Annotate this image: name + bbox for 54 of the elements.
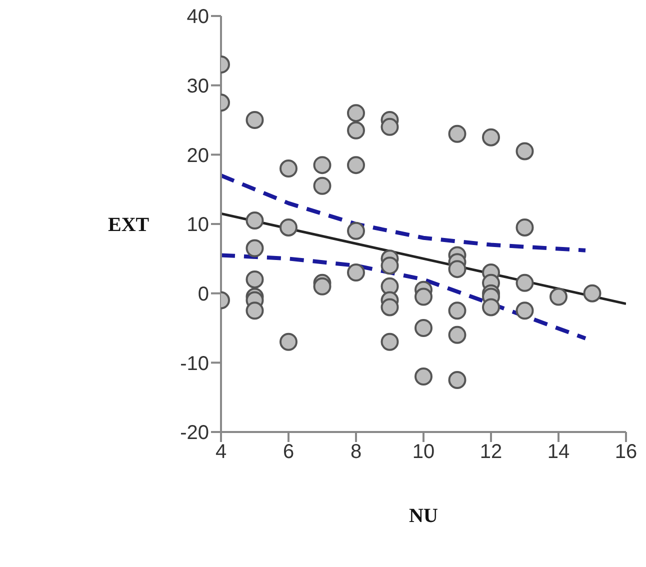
point (313, 156, 332, 174)
line-series (221, 253, 588, 340)
point (380, 256, 399, 275)
y-tick-label: 10 (186, 214, 209, 236)
x-tick-label: 4 (215, 441, 227, 464)
point (448, 302, 466, 320)
x-tick-label: 10 (412, 441, 435, 464)
point (280, 160, 298, 178)
point (347, 222, 365, 240)
point (313, 176, 332, 195)
point (347, 156, 365, 174)
point (516, 274, 534, 292)
point (550, 288, 568, 306)
point (380, 298, 399, 316)
y-tick-label: 30 (186, 75, 209, 98)
point (246, 302, 264, 320)
y-tick-label: 40 (186, 6, 209, 28)
point (246, 239, 264, 258)
x-axis-title: NU (409, 505, 438, 527)
x-tick-label: 12 (480, 441, 502, 464)
point (313, 277, 332, 296)
y-tick-label: 0 (198, 283, 209, 306)
point (448, 124, 466, 143)
point (516, 218, 534, 236)
point (347, 121, 365, 140)
y-axis-title: EXT (108, 214, 150, 236)
point (482, 128, 500, 146)
point (280, 332, 298, 351)
point (583, 284, 602, 302)
point (347, 264, 365, 282)
y-tick-label: -20 (180, 422, 209, 444)
point (414, 288, 432, 306)
x-tick-label: 6 (282, 441, 294, 464)
x-tick-label: 8 (350, 441, 362, 464)
point (448, 260, 466, 278)
point (414, 368, 432, 386)
line-series (221, 173, 588, 252)
point (280, 218, 298, 236)
point (380, 332, 399, 351)
point (414, 319, 432, 337)
point (347, 104, 365, 122)
point (482, 298, 500, 316)
point (246, 212, 264, 230)
point (448, 326, 466, 344)
y-tick-label: -10 (180, 352, 209, 375)
point (246, 111, 264, 129)
point (448, 371, 466, 389)
point (380, 118, 399, 136)
point (516, 302, 534, 320)
point (516, 142, 534, 160)
point (246, 270, 264, 288)
x-tick-label: 14 (547, 441, 570, 464)
x-tick-label: 16 (614, 441, 638, 464)
y-tick-label: 20 (186, 144, 209, 167)
